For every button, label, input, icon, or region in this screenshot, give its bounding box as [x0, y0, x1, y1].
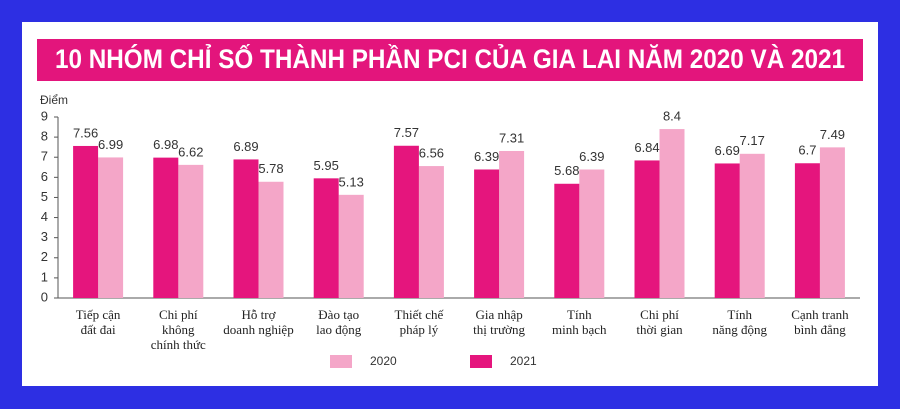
bar	[634, 160, 660, 298]
x-tick-line: Tiếp cận	[76, 307, 121, 322]
title-banner	[37, 39, 863, 81]
legend-swatch	[470, 355, 492, 368]
bar	[819, 147, 845, 298]
x-tick-line: minh bạch	[552, 322, 607, 337]
y-tick-label: 8	[41, 129, 48, 144]
x-tick-line: không	[162, 322, 195, 337]
value-label: 6.89	[233, 139, 258, 154]
value-label: 7.56	[73, 125, 98, 140]
value-label: 5.95	[314, 158, 339, 173]
y-tick-label: 4	[41, 209, 48, 224]
y-tick-label: 6	[41, 169, 48, 184]
bar	[659, 129, 685, 298]
x-tick-line: Tính	[727, 307, 752, 322]
bar	[554, 183, 580, 298]
value-label: 6.99	[98, 137, 123, 152]
x-tick-line: Đào tạo	[318, 307, 359, 322]
x-tick-label: Tính năng động	[712, 307, 767, 337]
bar	[258, 181, 284, 298]
legend-swatch	[330, 355, 352, 368]
bar	[153, 157, 179, 298]
value-label: 7.57	[394, 125, 419, 140]
x-tick-line: doanh nghiệp	[223, 322, 293, 337]
legend-label: 2020	[370, 354, 397, 368]
value-label: 7.49	[820, 127, 845, 142]
bar	[474, 169, 500, 298]
y-tick-label: 0	[41, 289, 48, 304]
value-label: 5.78	[258, 161, 283, 176]
x-tick-label: Tính minh bạch	[552, 307, 607, 337]
bar	[233, 159, 259, 298]
y-tick-label: 2	[41, 249, 48, 264]
x-tick-label: Gia nhập thị trường	[473, 307, 525, 337]
value-label: 8.4	[663, 109, 681, 124]
x-tick-line: thị trường	[473, 322, 525, 337]
y-tick-label: 5	[41, 189, 48, 204]
value-label: 6.98	[153, 137, 178, 152]
value-label: 6.7	[798, 143, 816, 158]
bar	[338, 194, 364, 298]
chart-title: 10 NHÓM CHỈ SỐ THÀNH PHẦN PCI CỦA GIA LA…	[55, 42, 845, 74]
bar	[794, 163, 820, 298]
x-tick-line: Chi phí	[159, 307, 198, 322]
bar	[393, 145, 419, 298]
x-tick-line: lao động	[316, 322, 362, 337]
x-tick-line: thời gian	[636, 322, 683, 337]
bar	[313, 178, 339, 298]
value-label: 5.13	[339, 174, 364, 189]
value-label: 7.17	[740, 133, 765, 148]
x-tick-label: Tiếp cận đất đai	[76, 307, 121, 337]
bar	[73, 145, 99, 298]
value-label: 6.39	[474, 149, 499, 164]
x-tick-label: Đào tạo lao động	[316, 307, 362, 337]
x-tick-line: Hỗ trợ	[242, 307, 277, 322]
y-tick-label: 1	[41, 269, 48, 284]
value-label: 6.56	[419, 146, 444, 161]
y-tick-label: 3	[41, 229, 48, 244]
value-label: 6.84	[634, 140, 659, 155]
x-tick-label: Cạnh tranh bình đẳng	[791, 307, 849, 337]
x-tick-line: Gia nhập	[475, 307, 522, 322]
x-tick-line: Chi phí	[640, 307, 679, 322]
x-tick-line: Tính	[567, 307, 592, 322]
value-label: 6.62	[178, 144, 203, 159]
x-tick-label: Hỗ trợ doanh nghiệp	[223, 307, 293, 337]
x-tick-line: Thiết chế	[395, 307, 445, 322]
legend-label: 2021	[510, 354, 537, 368]
bar	[98, 157, 124, 298]
value-label: 7.31	[499, 130, 524, 145]
x-tick-label: Chi phí không chính thức	[151, 307, 206, 352]
x-tick-line: bình đẳng	[794, 322, 846, 337]
x-tick-line: chính thức	[151, 337, 206, 352]
bar	[739, 153, 765, 298]
x-tick-label: Chi phí thời gian	[636, 307, 683, 337]
bar	[499, 150, 525, 298]
value-label: 6.39	[579, 149, 604, 164]
y-tick-label: 7	[41, 149, 48, 164]
x-tick-line: năng động	[712, 322, 767, 337]
bar	[178, 164, 204, 298]
bar	[418, 166, 444, 298]
value-label: 5.68	[554, 163, 579, 178]
y-tick-label: 9	[41, 108, 48, 123]
x-tick-line: đất đai	[81, 322, 116, 337]
value-label: 6.69	[715, 143, 740, 158]
bar	[579, 169, 605, 298]
y-axis-label: Điểm	[40, 93, 68, 107]
x-tick-label: Thiết chế pháp lý	[395, 307, 445, 337]
x-tick-line: Cạnh tranh	[791, 307, 849, 322]
bar	[714, 163, 740, 298]
x-tick-line: pháp lý	[400, 322, 439, 337]
